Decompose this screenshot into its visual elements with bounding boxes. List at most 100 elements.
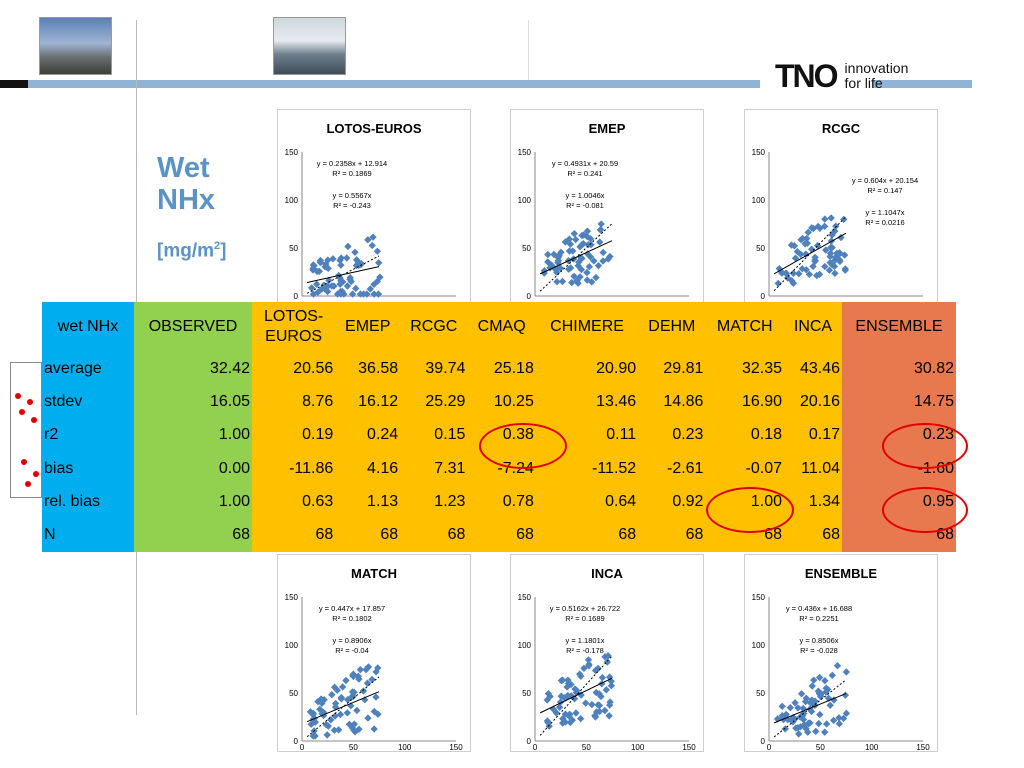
row-label: r2 <box>42 418 134 452</box>
regression-label: R² = 0.2251 <box>799 614 838 623</box>
regression-label: y = 0.5162x + 26.722 <box>550 604 620 613</box>
scatter-point <box>605 712 613 720</box>
y-tick-label: 150 <box>752 593 766 602</box>
regression-label: y = 0.4931x + 20.59 <box>552 159 618 168</box>
x-tick-label: 50 <box>349 743 358 751</box>
highlight-ring-ensemble-relbias <box>882 487 968 533</box>
scatter-point <box>808 682 816 690</box>
scatter-point <box>318 285 326 293</box>
scatter-point <box>791 715 799 723</box>
header-divider-bar-right <box>872 80 972 88</box>
x-tick-label: 50 <box>816 743 825 751</box>
cell-model: 25.29 <box>400 385 468 419</box>
cell-observed: 16.05 <box>134 385 252 419</box>
chart-svg: INCA 0 50 100 150 0 50 100 150 y = 0.5162x + 26.7… <box>518 566 697 751</box>
cell-model: 1.23 <box>400 485 468 519</box>
cell-observed: 32.42 <box>134 352 252 386</box>
cell-model: 0.63 <box>252 485 336 519</box>
y-tick-label: 100 <box>518 641 532 650</box>
row-label: N <box>42 518 134 552</box>
cell-model: 0.24 <box>335 418 401 452</box>
scatter-chart-emep: EMEP 0 50 100 150 y = 0.4931x + 20.59 R² = 0.2… <box>510 109 704 307</box>
scatter-point <box>837 233 845 242</box>
scatter-point <box>576 714 585 723</box>
cell-model: 20.56 <box>252 352 336 386</box>
cell-model: 0.78 <box>467 485 536 519</box>
x-tick-label: 0 <box>300 743 305 751</box>
scatter-point <box>374 290 383 298</box>
scatter-point <box>337 261 345 269</box>
cell-model: 68 <box>535 518 639 552</box>
regression-label: y = 0.447x + 17.857 <box>319 604 385 613</box>
scatter-point <box>822 720 831 728</box>
cell-model: 0.23 <box>638 418 706 452</box>
scatter-point <box>553 278 561 286</box>
scatter-point <box>596 238 604 246</box>
regression-label: R² = 0.1869 <box>332 169 371 178</box>
scatter-point <box>344 242 352 251</box>
scatter-point <box>786 703 794 712</box>
slide-unit: [mg/m2] <box>157 240 226 262</box>
table-row: N 68 68 68 68 68 68 68 68 68 68 <box>42 518 956 552</box>
scatter-point <box>606 701 614 709</box>
scatter-point <box>368 241 376 250</box>
cell-model: 0.18 <box>705 418 784 452</box>
scatter-point <box>599 248 607 257</box>
x-tick-label: 150 <box>682 743 696 751</box>
cell-observed: 1.00 <box>134 418 252 452</box>
regression-label: y = 1.1801x <box>566 636 605 645</box>
regression-label: y = 0.8906x <box>333 636 372 645</box>
chart-title: MATCH <box>351 566 397 581</box>
cell-model: 14.86 <box>638 385 706 419</box>
header-model-cmaq: CMAQ <box>467 302 536 352</box>
header-column-divider <box>528 20 529 80</box>
scatter-point <box>362 665 370 674</box>
y-tick-label: 0 <box>761 292 766 301</box>
y-tick-label: 50 <box>289 244 298 253</box>
y-tick-label: 100 <box>518 196 532 205</box>
scatter-point <box>564 691 572 700</box>
cell-model: 0.17 <box>784 418 842 452</box>
x-tick-label: 100 <box>865 743 879 751</box>
chart-title: ENSEMBLE <box>805 566 878 581</box>
slide-title: Wet NHx <box>157 152 215 216</box>
x-tick-label: 150 <box>449 743 463 751</box>
scatter-point <box>827 214 835 222</box>
logo-tagline-line2: for life <box>844 75 883 91</box>
cell-model: 43.46 <box>784 352 842 386</box>
scatter-point <box>343 254 351 262</box>
cell-model: 0.15 <box>400 418 468 452</box>
scatter-point <box>598 673 607 682</box>
scatter-point <box>598 680 606 688</box>
unit-base: [mg/m <box>157 240 214 262</box>
regression-label: y = 0.604x + 20.154 <box>852 176 918 185</box>
unit-superscript: 2 <box>214 240 221 252</box>
slide-title-line1: Wet <box>157 152 210 184</box>
scatter-point <box>571 235 580 244</box>
x-tick-label: 50 <box>582 743 591 751</box>
scatter-point <box>588 700 596 709</box>
cell-model: 36.58 <box>335 352 401 386</box>
scatter-point <box>794 704 802 712</box>
scatter-point <box>602 686 610 694</box>
scatter-point <box>323 731 331 739</box>
cell-observed: 68 <box>134 518 252 552</box>
scatter-point <box>812 727 820 736</box>
x-tick-label: 150 <box>916 743 930 751</box>
scatter-point <box>336 710 345 719</box>
station-marker <box>31 417 37 423</box>
scatter-chart-inca: INCA 0 50 100 150 0 50 100 150 y = 0.5162x + 26.7… <box>510 554 704 752</box>
cell-model: 0.19 <box>252 418 336 452</box>
trend-line <box>306 691 380 723</box>
y-tick-label: 100 <box>285 641 299 650</box>
table-header-row: wet NHx OBSERVED LOTOS- EUROS EMEP RCGC … <box>42 302 956 352</box>
slide-title-line2: NHx <box>157 184 216 216</box>
scatter-point <box>359 687 368 695</box>
europe-station-map <box>10 362 42 498</box>
trend-line-through-origin <box>306 676 380 738</box>
regression-label: R² = 0.147 <box>867 186 902 195</box>
cell-model: 13.46 <box>535 385 639 419</box>
header-model-chimere: CHIMERE <box>535 302 639 352</box>
scatter-point <box>820 728 829 736</box>
scatter-point <box>329 255 337 263</box>
